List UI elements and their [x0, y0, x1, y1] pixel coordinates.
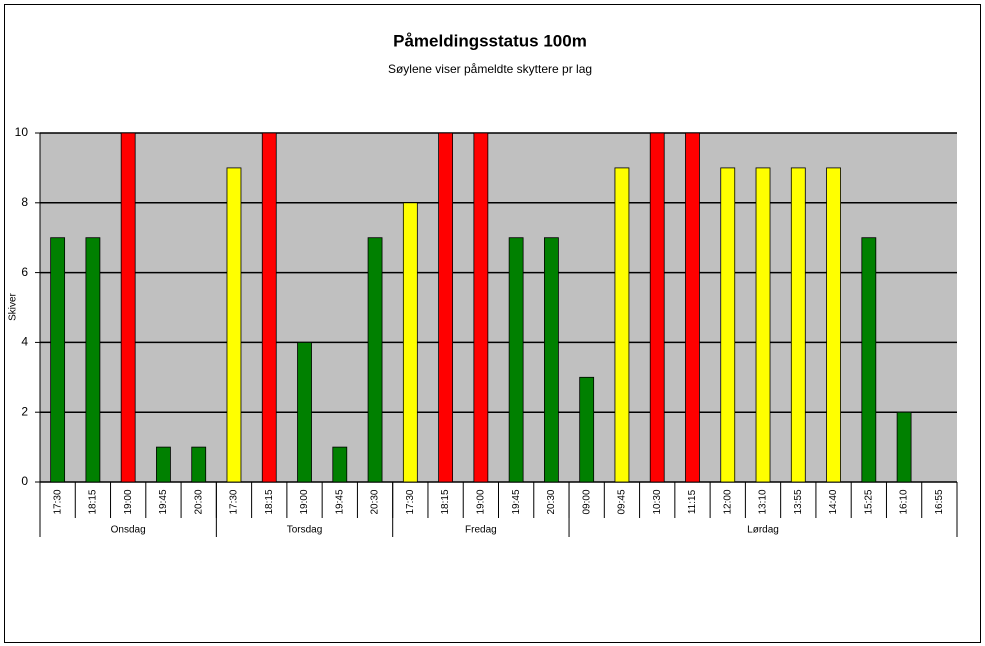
chart-subtitle: Søylene viser påmeldte skyttere pr lag	[388, 62, 592, 76]
y-tick-label: 10	[15, 125, 29, 139]
x-tick-label: 16:10	[899, 489, 910, 514]
x-tick-label: 13:10	[758, 489, 769, 514]
group-label: Fredag	[465, 525, 497, 536]
x-tick-label: 14:40	[828, 489, 839, 514]
x-tick-label: 10:30	[652, 489, 663, 514]
x-tick-label: 19:00	[123, 489, 134, 514]
x-tick-label: 20:30	[193, 489, 204, 514]
chart-title: Påmeldingsstatus 100m	[393, 31, 587, 50]
x-tick-label: 19:45	[511, 489, 522, 514]
x-tick-label: 19:00	[299, 489, 310, 514]
x-tick-label: 18:15	[88, 489, 99, 514]
x-tick-label: 19:00	[476, 489, 487, 514]
bar	[226, 167, 242, 483]
bar	[367, 237, 383, 483]
x-tick-label: 11:15	[687, 489, 698, 514]
y-tick-label: 4	[21, 335, 28, 349]
bar	[402, 202, 418, 483]
group-label: Lørdag	[747, 525, 779, 536]
x-tick-label: 20:30	[546, 489, 557, 514]
plot-area	[40, 133, 957, 482]
bar	[755, 167, 771, 483]
bar	[438, 132, 453, 483]
group-label: Onsdag	[111, 525, 146, 536]
bar	[685, 132, 700, 483]
y-tick-label: 8	[21, 195, 28, 209]
bar	[261, 132, 277, 483]
bar	[544, 237, 559, 483]
x-tick-label: 18:15	[440, 489, 451, 514]
x-tick-label: 13:55	[793, 489, 804, 514]
bar	[614, 167, 630, 483]
x-tick-label: 18:15	[264, 489, 275, 514]
x-tick-label: 09:45	[617, 489, 628, 514]
bar	[297, 341, 312, 483]
bar	[508, 237, 524, 483]
y-tick-label: 0	[21, 474, 28, 488]
bar	[120, 132, 136, 483]
x-tick-label: 20:30	[370, 489, 381, 514]
bar	[649, 132, 665, 483]
x-tick-label: 12:00	[722, 489, 733, 514]
bar	[720, 167, 736, 483]
bar	[85, 237, 101, 483]
group-label: Torsdag	[287, 525, 323, 536]
x-tick-label: 19:45	[158, 489, 169, 514]
x-tick-label: 17:30	[229, 489, 240, 514]
x-tick-label: 19:45	[334, 489, 345, 514]
bar	[156, 446, 171, 483]
x-tick-label: 17:30	[52, 489, 63, 514]
bar	[191, 446, 207, 483]
bar	[50, 237, 66, 483]
bar	[826, 167, 841, 483]
x-tick-label: 17:30	[405, 489, 416, 514]
y-axis-label: Skiver	[8, 292, 19, 320]
bar	[790, 167, 806, 483]
bar	[861, 237, 877, 483]
y-tick-label: 6	[21, 265, 28, 279]
bar	[473, 132, 489, 483]
bar	[579, 376, 595, 483]
bar	[332, 446, 348, 483]
x-tick-label: 16:55	[934, 489, 945, 514]
bar	[896, 411, 912, 483]
y-tick-label: 2	[21, 404, 28, 418]
x-tick-label: 15:25	[863, 489, 874, 514]
x-tick-label: 09:00	[581, 489, 592, 514]
